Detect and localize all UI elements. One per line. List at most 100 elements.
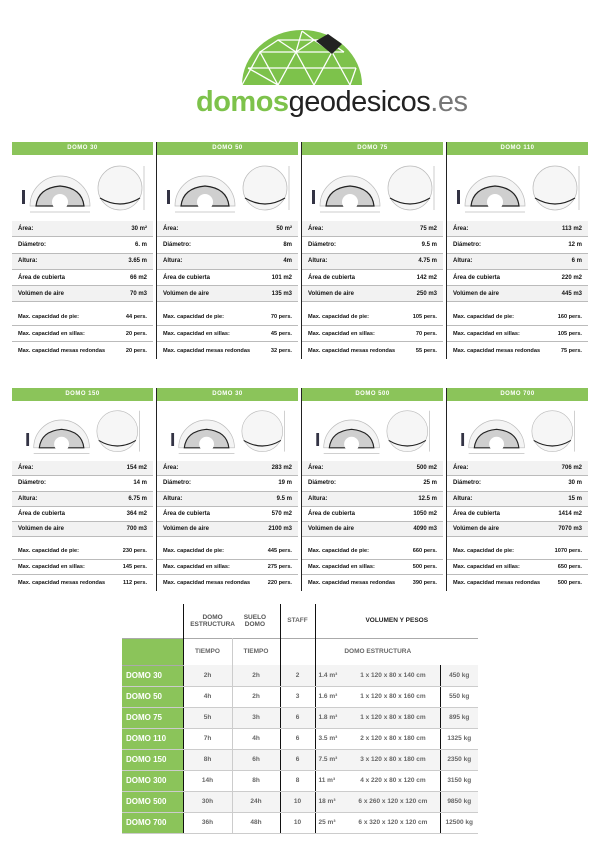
capacity-label: Max. capacidad mesas redondas	[308, 580, 396, 587]
capacity-value: 112 pers.	[123, 580, 147, 587]
capacity-label: Max. capacidad en sillas:	[163, 564, 230, 571]
capacity-row-pie: Max. capacidad de pie: 660 pers.	[302, 543, 443, 559]
capacity-row-sillas: Max. capacidad en sillas: 70 pers.	[302, 325, 443, 343]
spec-value: 9.5 m	[421, 241, 437, 248]
spec-label: Área:	[18, 465, 34, 472]
specs-table: DOMO ESTRUCTURA SUELO DOMO STAFF VOLUMEN…	[122, 604, 478, 834]
spec-label: Área de cubierta	[18, 274, 66, 281]
header-tiempo-1: TIEMPO	[182, 638, 233, 665]
capacity-label: Max. capacidad de pie:	[18, 313, 79, 320]
volume: 18 m³	[314, 791, 347, 813]
spec-value: 19 m	[278, 480, 292, 487]
dimensions: 1 x 120 x 80 x 140 cm	[346, 665, 440, 687]
capacity-label: Max. capacidad mesas redondas	[308, 347, 396, 354]
capacity-row-pie: Max. capacidad de pie: 445 pers.	[157, 543, 298, 559]
spec-label: Volúmen de aire	[18, 290, 64, 297]
spec-row-diametro: Diámetro: 8m	[157, 237, 298, 254]
tiempo-estructura: 14h	[182, 770, 233, 792]
spec-label: Área de cubierta	[18, 511, 66, 518]
capacity-value: 1070 pers.	[554, 548, 582, 555]
spec-label: Altura:	[453, 258, 473, 265]
spec-label: Altura:	[453, 495, 473, 502]
dimensions: 1 x 120 x 80 x 160 cm	[346, 686, 440, 708]
dome-card-title: DOMO 150	[12, 388, 153, 401]
dome-illustration-icon	[26, 410, 140, 454]
table-row: DOMO 300 14h 8h 8 11 m³ 4 x 220 x 80 x 120 cm…	[122, 770, 478, 792]
spec-row-area: Área: 500 m2	[302, 461, 443, 477]
spec-value: 12 m	[568, 241, 582, 248]
capacity-label: Max. capacidad de pie:	[163, 313, 224, 320]
spec-label: Volúmen de aire	[18, 526, 64, 533]
capacity-label: Max. capacidad en sillas:	[18, 330, 85, 337]
tiempo-suelo: 2h	[232, 665, 280, 687]
volume: 1.4 m³	[314, 665, 347, 687]
spec-value: 30 m	[568, 480, 582, 487]
capacity-value: 445 pers.	[267, 548, 292, 555]
tiempo-suelo: 48h	[232, 812, 280, 834]
dome-drawing	[302, 401, 443, 461]
spec-value: 3.65 m	[128, 258, 147, 265]
dome-drawing	[157, 155, 298, 221]
spec-label: Diámetro:	[163, 480, 192, 487]
table-row: DOMO 110 7h 4h 6 3.5 m³ 2 x 120 x 80 x 180 cm…	[122, 728, 478, 750]
capacity-row-pie: Max. capacidad de pie: 160 pers.	[447, 308, 588, 325]
capacity-value: 275 pers.	[267, 564, 292, 571]
dome-drawing	[12, 401, 153, 461]
capacity-row-mesas: Max. capacidad mesas redondas 32 pers.	[157, 342, 298, 359]
capacity-value: 20 pers.	[125, 347, 147, 354]
spec-label: Área:	[453, 225, 469, 232]
capacity-value: 500 pers.	[557, 580, 582, 587]
capacity-row-sillas: Max. capacidad en sillas: 145 pers.	[12, 559, 153, 576]
spec-label: Altura:	[163, 495, 183, 502]
spec-value: 113 m2	[561, 225, 582, 232]
capacity-row-mesas: Max. capacidad mesas redondas 75 pers.	[447, 342, 588, 359]
capacity-row-pie: Max. capacidad de pie: 1070 pers.	[447, 543, 588, 559]
capacity-label: Max. capacidad mesas redondas	[18, 347, 106, 354]
spec-row-cubierta: Área de cubierta 1414 m2	[447, 507, 588, 523]
capacity-label: Max. capacidad en sillas:	[308, 330, 375, 337]
dome-illustration-icon	[457, 165, 580, 213]
staff-count: 10	[279, 791, 315, 813]
dome-card: DOMO 30 Área: 30 m² Diámetro: 6. m Altura: 3.6…	[12, 142, 153, 359]
table-row: DOMO 75 5h 3h 6 1.8 m³ 1 x 120 x 80 x 180 cm 8…	[122, 707, 478, 729]
spec-row-altura: Altura: 4m	[157, 253, 298, 270]
spec-row-volumen: Volúmen de aire 70 m3	[12, 286, 153, 303]
dimensions: 4 x 220 x 80 x 120 cm	[346, 770, 440, 792]
spec-label: Altura:	[18, 495, 38, 502]
capacity-label: Max. capacidad mesas redondas	[163, 347, 251, 354]
spec-row-area: Área: 706 m2	[447, 461, 588, 477]
weight: 12500 kg	[439, 812, 478, 834]
spec-label: Volúmen de aire	[308, 526, 354, 533]
dome-card-title: DOMO 50	[157, 142, 298, 155]
spec-value: 4m	[283, 258, 292, 265]
dome-card: DOMO 500 Área: 500 m2 Diámetro: 25 m Altura: 1…	[301, 388, 443, 592]
spec-label: Área de cubierta	[453, 274, 501, 281]
dome-card: DOMO 150 Área: 154 m2 Diámetro: 14 m Altura: 6…	[12, 388, 153, 591]
spec-label: Altura:	[163, 258, 183, 265]
volume: 3.5 m³	[314, 728, 347, 750]
spec-value: 570 m2	[271, 511, 292, 518]
spec-row-altura: Altura: 9.5 m	[157, 491, 298, 507]
dome-illustration-icon	[316, 410, 430, 454]
weight: 9850 kg	[439, 791, 478, 813]
capacity-label: Max. capacidad de pie:	[453, 313, 514, 320]
spec-row-area: Área: 75 m2	[302, 221, 443, 238]
brand-part-domos: domos	[196, 86, 289, 118]
capacity-value: 32 pers.	[270, 347, 292, 354]
spec-row-cubierta: Área de cubierta 364 m2	[12, 507, 153, 523]
logo: domosgeodesicos.es	[196, 28, 468, 123]
spec-label: Área:	[18, 225, 34, 232]
spec-row-diametro: Diámetro: 6. m	[12, 237, 153, 254]
capacity-row-mesas: Max. capacidad mesas redondas 55 pers.	[302, 342, 443, 359]
spec-label: Área de cubierta	[163, 274, 211, 281]
tiempo-estructura: 8h	[182, 749, 233, 771]
table-row: DOMO 30 2h 2h 2 1.4 m³ 1 x 120 x 80 x 140 cm 4…	[122, 665, 478, 687]
spec-row-area: Área: 50 m²	[157, 221, 298, 238]
spec-value: 4.75 m	[418, 258, 437, 265]
capacity-label: Max. capacidad en sillas:	[18, 564, 85, 571]
capacity-value: 650 pers.	[557, 564, 582, 571]
dimensions: 6 x 260 x 120 x 120 cm	[346, 791, 440, 813]
header-staff: STAFF	[279, 604, 315, 638]
spec-value: 6 m	[571, 258, 582, 265]
spec-value: 101 m2	[271, 274, 292, 281]
